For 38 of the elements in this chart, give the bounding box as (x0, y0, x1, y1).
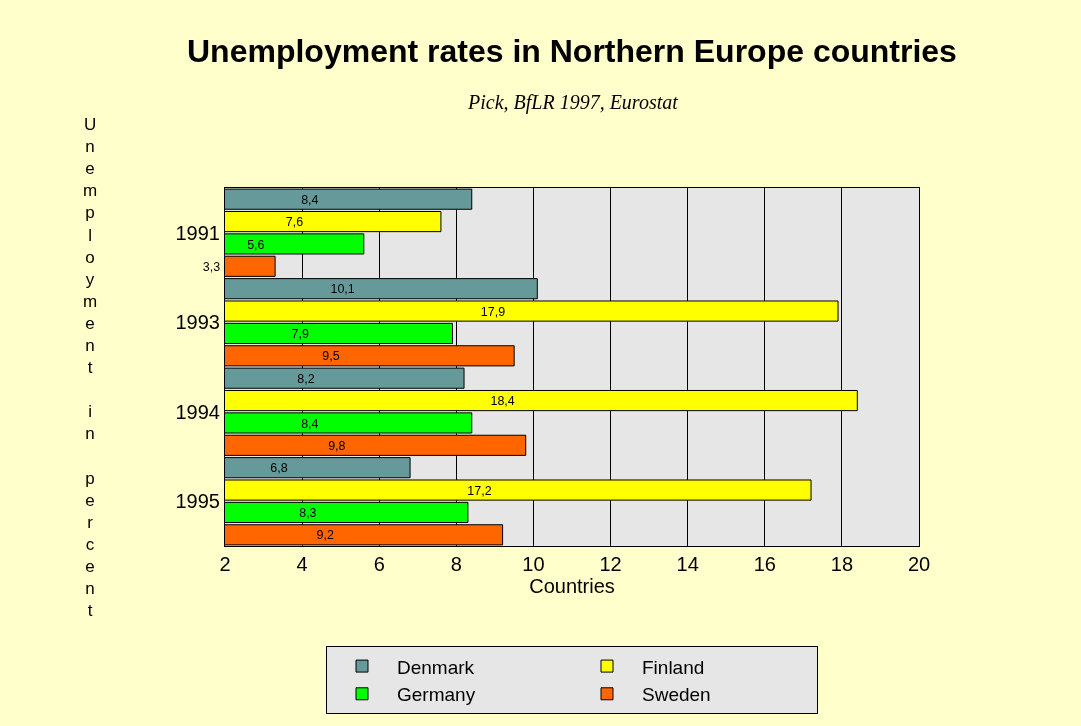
data-label: 17,9 (480, 304, 506, 319)
y-tick-label: 1995 (175, 490, 220, 513)
data-label: 8,4 (301, 192, 319, 207)
chart-subtitle: Pick, BfLR 1997, Eurostat (467, 91, 679, 114)
data-label: 8,3 (299, 506, 317, 521)
data-label: 6,8 (270, 461, 288, 476)
data-label: 18,4 (490, 394, 515, 409)
legend-label: Sweden (642, 684, 711, 706)
x-tick-label: 12 (599, 553, 622, 575)
x-tick-label: 4 (296, 553, 308, 575)
legend-label: Finland (642, 656, 705, 678)
data-label: 9,2 (316, 528, 334, 543)
data-label: 7,6 (285, 215, 304, 230)
data-label: 10,1 (330, 282, 355, 297)
data-label: 5,6 (247, 237, 265, 252)
x-tick-label: 6 (373, 553, 385, 575)
legend-label: Germany (397, 684, 476, 706)
x-tick-label: 8 (450, 553, 462, 575)
text: Unemployment in percent (83, 115, 98, 621)
y-tick-label: 1991 (175, 221, 220, 244)
legend-label: Denmark (397, 656, 475, 678)
x-tick-label: 16 (753, 553, 776, 575)
data-label: 7,9 (291, 327, 309, 342)
data-label: 3,3 (202, 259, 221, 274)
chart-title: Unemployment rates in Northern Europe countries (187, 33, 957, 69)
x-tick-label: 2 (219, 553, 231, 575)
x-tick-label: 14 (676, 553, 699, 575)
data-label: 17,2 (467, 483, 492, 498)
y-tick-label: 1994 (175, 400, 220, 423)
x-tick-label: 20 (907, 553, 931, 575)
data-label: 9,5 (322, 349, 340, 364)
data-label: 8,4 (301, 416, 319, 431)
y-tick-label: 1993 (175, 311, 220, 334)
x-tick-label: 18 (830, 553, 854, 575)
x-axis-title: Countries (529, 575, 615, 597)
data-label: 8,2 (297, 371, 315, 386)
x-tick-label: 10 (522, 553, 545, 575)
data-label: 9,8 (328, 438, 346, 453)
